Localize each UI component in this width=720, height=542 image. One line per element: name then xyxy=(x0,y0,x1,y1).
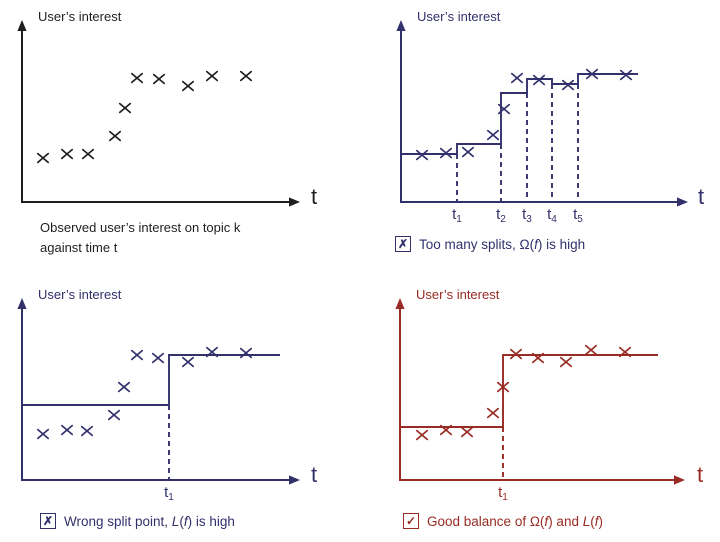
x-axis-label: t xyxy=(311,462,318,487)
plot-canvas xyxy=(396,20,688,207)
panel-observed-scatter: User’s interest t Observed user’s intere… xyxy=(8,6,348,271)
y-axis-title: User’s interest xyxy=(38,9,122,24)
check-glyph: ✓ xyxy=(405,514,417,528)
caption-line: Observed user’s interest on topic k xyxy=(40,220,241,235)
y-axis-title: User’s interest xyxy=(38,287,122,302)
verdict-text: Wrong split point, L(f) is high xyxy=(64,513,235,529)
panel-wrong-split-point: User’s interest t ✗ Wrong split point, L… xyxy=(8,284,348,540)
plot-canvas xyxy=(395,298,685,485)
verdict: ✗ Wrong split point, L(f) is high xyxy=(40,513,235,529)
split-label-t3: t3 xyxy=(522,206,532,225)
cross-glyph: ✗ xyxy=(42,514,54,528)
panel-too-many-splits: User’s interest t ✗ Too many splits, Ω(f… xyxy=(387,6,720,271)
split-label-t1: t1 xyxy=(452,206,462,225)
split-label-t5: t5 xyxy=(573,206,583,225)
panel-good-balance: User’s interest t ✓ Good balance of Ω(f)… xyxy=(386,284,720,540)
cross-checkbox-icon: ✗ xyxy=(40,513,56,529)
cross-checkbox-icon: ✗ xyxy=(395,236,411,252)
y-axis-title: User’s interest xyxy=(416,287,500,302)
split-label-t2: t2 xyxy=(496,206,506,225)
y-axis-title: User’s interest xyxy=(417,9,501,24)
split-label-t1: t1 xyxy=(164,484,174,503)
x-axis-label: t xyxy=(311,184,318,209)
check-checkbox-icon: ✓ xyxy=(403,513,419,529)
split-label-t4: t4 xyxy=(547,206,557,225)
verdict: ✗ Too many splits, Ω(f) is high xyxy=(395,236,585,252)
verdict-text: Too many splits, Ω(f) is high xyxy=(419,236,586,252)
x-axis-label: t xyxy=(697,462,704,487)
plot-canvas xyxy=(17,20,300,207)
verdict: ✓ Good balance of Ω(f) and L(f) xyxy=(403,513,603,529)
figure-caption: Observed user’s interest on topic k agai… xyxy=(40,218,240,257)
caption-line: against time t xyxy=(40,239,118,255)
x-axis-label: t xyxy=(698,184,705,209)
cross-glyph: ✗ xyxy=(397,237,409,251)
plot-canvas xyxy=(17,298,300,485)
split-label-t1: t1 xyxy=(498,484,508,503)
verdict-text: Good balance of Ω(f) and L(f) xyxy=(427,513,603,529)
